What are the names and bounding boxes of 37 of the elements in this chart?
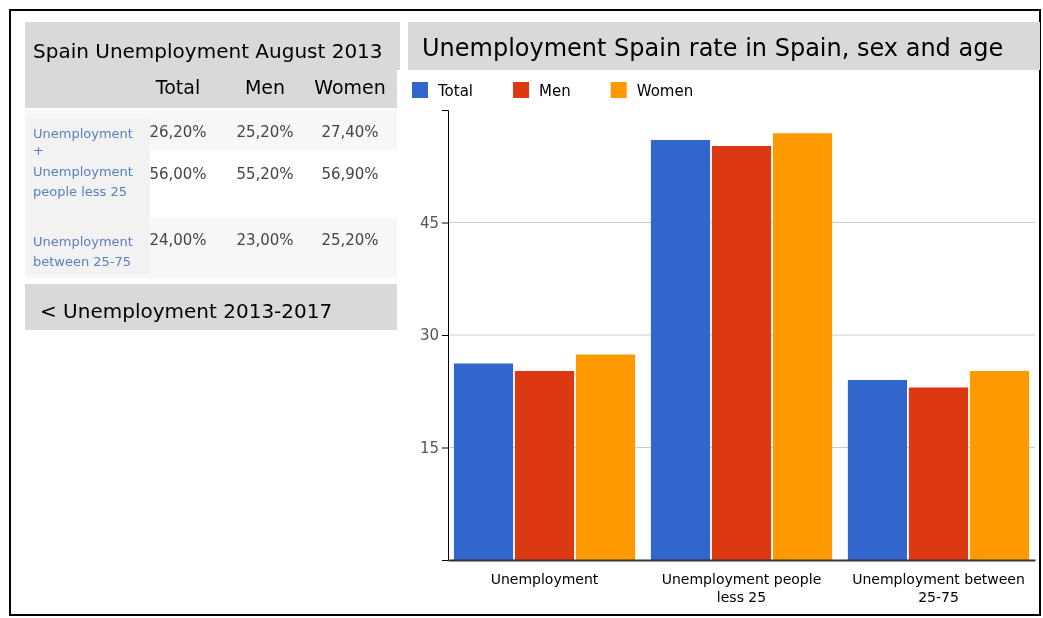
x-tick-label: Unemployment (490, 571, 599, 587)
category-label: Unemployment between 25-75 (33, 234, 133, 269)
bar (908, 387, 969, 560)
legend-label: Women (636, 82, 694, 100)
legend-label: Total (437, 82, 474, 100)
data-label: 26,20% (149, 123, 207, 141)
bar (772, 133, 833, 560)
category-label: Unemployment (33, 126, 133, 141)
x-tick-label: Unemployment between 25-75 (852, 571, 1025, 605)
text: Spain Unemployment August 2013 (33, 39, 383, 63)
text: + (33, 143, 44, 158)
bar (514, 371, 575, 560)
data-label: 27,40% (321, 123, 379, 141)
data-label: 55,20% (236, 165, 294, 183)
data-label: 23,00% (236, 231, 294, 249)
x-tick-label: Unemployment people less 25 (661, 571, 822, 605)
text: < Unemployment 2013-2017 (40, 299, 333, 323)
text: Men (244, 76, 286, 98)
bar (453, 363, 514, 560)
bar (711, 146, 772, 560)
text: Women (314, 76, 386, 98)
data-label: 56,90% (321, 165, 379, 183)
y-tick-label: 30 (419, 326, 439, 345)
bar (969, 371, 1030, 560)
bar (847, 380, 908, 560)
data-label: 24,00% (149, 231, 207, 249)
data-label: 56,00% (149, 165, 207, 183)
chart-title: Unemployment Spain rate in Spain, sex and age (422, 34, 1004, 62)
bar (575, 354, 636, 560)
bar (650, 140, 711, 560)
category-label: Unemployment people less 25 (33, 164, 133, 199)
series-label: Total (154, 76, 201, 98)
legend-label: Men (539, 82, 571, 100)
data-label: 25,20% (236, 123, 294, 141)
data-label: 25,20% (321, 231, 379, 249)
y-tick-label: 15 (419, 438, 439, 457)
y-tick-label: 45 (419, 213, 439, 232)
